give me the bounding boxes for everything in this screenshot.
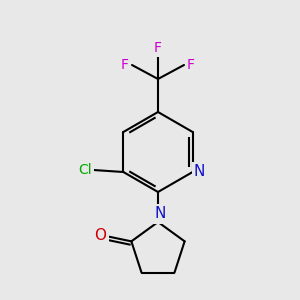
Text: O: O xyxy=(94,228,106,243)
Text: N: N xyxy=(154,206,166,221)
Text: F: F xyxy=(187,58,195,72)
Text: F: F xyxy=(121,58,129,72)
Text: Cl: Cl xyxy=(79,163,92,177)
Text: N: N xyxy=(194,164,205,179)
Text: F: F xyxy=(154,41,162,55)
